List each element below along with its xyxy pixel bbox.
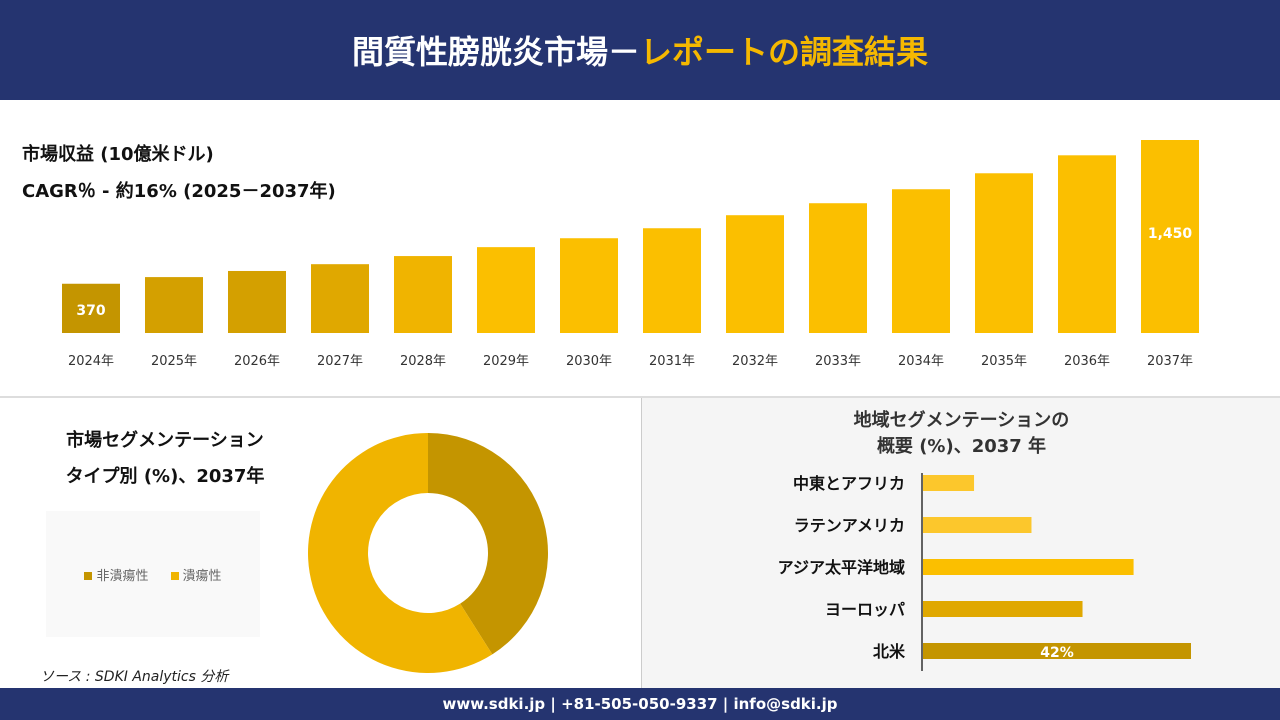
bar-2037年 xyxy=(1141,140,1199,333)
bar-2025年 xyxy=(145,277,203,333)
x-tick-label: 2029年 xyxy=(483,354,529,369)
region-label: ラテンアメリカ xyxy=(794,516,905,535)
data-label: 42% xyxy=(1040,645,1074,661)
bar-2032年 xyxy=(726,215,784,333)
data-label: 370 xyxy=(76,303,105,319)
x-tick-label: 2027年 xyxy=(317,354,363,369)
revenue-bar-chart: 2024年 370 2025年 2026年 2027年 2028年 2029年 2030年 20… xyxy=(62,140,1199,369)
donut-slice-1 xyxy=(308,433,493,673)
type-title-2: タイプ別 (%)、2037年 xyxy=(65,466,265,487)
revenue-label: 市場収益 (10億米ドル) xyxy=(22,144,214,165)
x-tick-label: 2030年 xyxy=(566,354,612,369)
title-accent: レポートの調査結果 xyxy=(640,33,929,71)
region-title-2: 概要 (%)、2037 年 xyxy=(876,436,1047,457)
donut-slice-0 xyxy=(428,433,548,655)
bar-2030年 xyxy=(560,238,618,333)
source-note: ソース : SDKI Analytics 分析 xyxy=(40,669,229,685)
region-label: 中東とアフリカ xyxy=(793,474,905,493)
bar-2034年 xyxy=(892,189,950,333)
bar-2031年 xyxy=(643,228,701,333)
x-tick-label: 2025年 xyxy=(151,354,197,369)
region-bar-3 xyxy=(923,601,1083,617)
data-label: 1,450 xyxy=(1148,226,1193,242)
x-tick-label: 2024年 xyxy=(68,354,114,369)
type-title-1: 市場セグメンテーション xyxy=(66,430,264,451)
x-tick-label: 2034年 xyxy=(898,354,944,369)
type-donut-chart xyxy=(308,433,548,673)
bar-2028年 xyxy=(394,256,452,333)
x-tick-label: 2026年 xyxy=(234,354,280,369)
region-bar-4 xyxy=(923,643,1191,659)
bar-2033年 xyxy=(809,203,867,333)
legend-item-non-ulcerative: 非潰瘍性 xyxy=(84,565,149,584)
region-bar-2 xyxy=(923,559,1134,575)
bar-2024年 xyxy=(62,283,120,333)
cagr-label: CAGR％ - 約16% (2025－2037年) xyxy=(22,181,336,202)
x-tick-label: 2035年 xyxy=(981,354,1027,369)
region-title-1: 地域セグメンテーションの xyxy=(853,410,1070,431)
title-main: 間質性膀胱炎市場－ xyxy=(351,33,640,71)
footer-contact: www.sdki.jp | +81-505-050-9337 | info@sd… xyxy=(0,688,1280,720)
bar-2029年 xyxy=(477,247,535,333)
region-panel: 地域セグメンテーションの 概要 (%)、2037 年 中東とアフリカ ラテンアメリ… xyxy=(641,398,1280,688)
bar-2036年 xyxy=(1058,155,1116,333)
region-bar-1 xyxy=(923,517,1032,533)
section-divider xyxy=(0,396,1280,398)
header-banner: 間質性膀胱炎市場－ レポートの調査結果 xyxy=(0,0,1280,100)
region-label: ヨーロッパ xyxy=(825,600,905,619)
bar-2027年 xyxy=(311,264,369,333)
region-bar-0 xyxy=(923,475,975,491)
bar-2026年 xyxy=(228,270,286,333)
donut-legend: 非潰瘍性 潰瘍性 xyxy=(46,511,260,637)
bar-2035年 xyxy=(975,173,1033,333)
x-tick-label: 2036年 xyxy=(1064,354,1110,369)
x-tick-label: 2028年 xyxy=(400,354,446,369)
region-label: アジア太平洋地域 xyxy=(778,558,905,577)
region-label: 北米 xyxy=(873,642,906,661)
x-tick-label: 2032年 xyxy=(732,354,778,369)
x-tick-label: 2031年 xyxy=(649,354,695,369)
x-tick-label: 2033年 xyxy=(815,354,861,369)
x-tick-label: 2037年 xyxy=(1147,354,1193,369)
legend-item-ulcerative: 潰瘍性 xyxy=(170,565,222,584)
